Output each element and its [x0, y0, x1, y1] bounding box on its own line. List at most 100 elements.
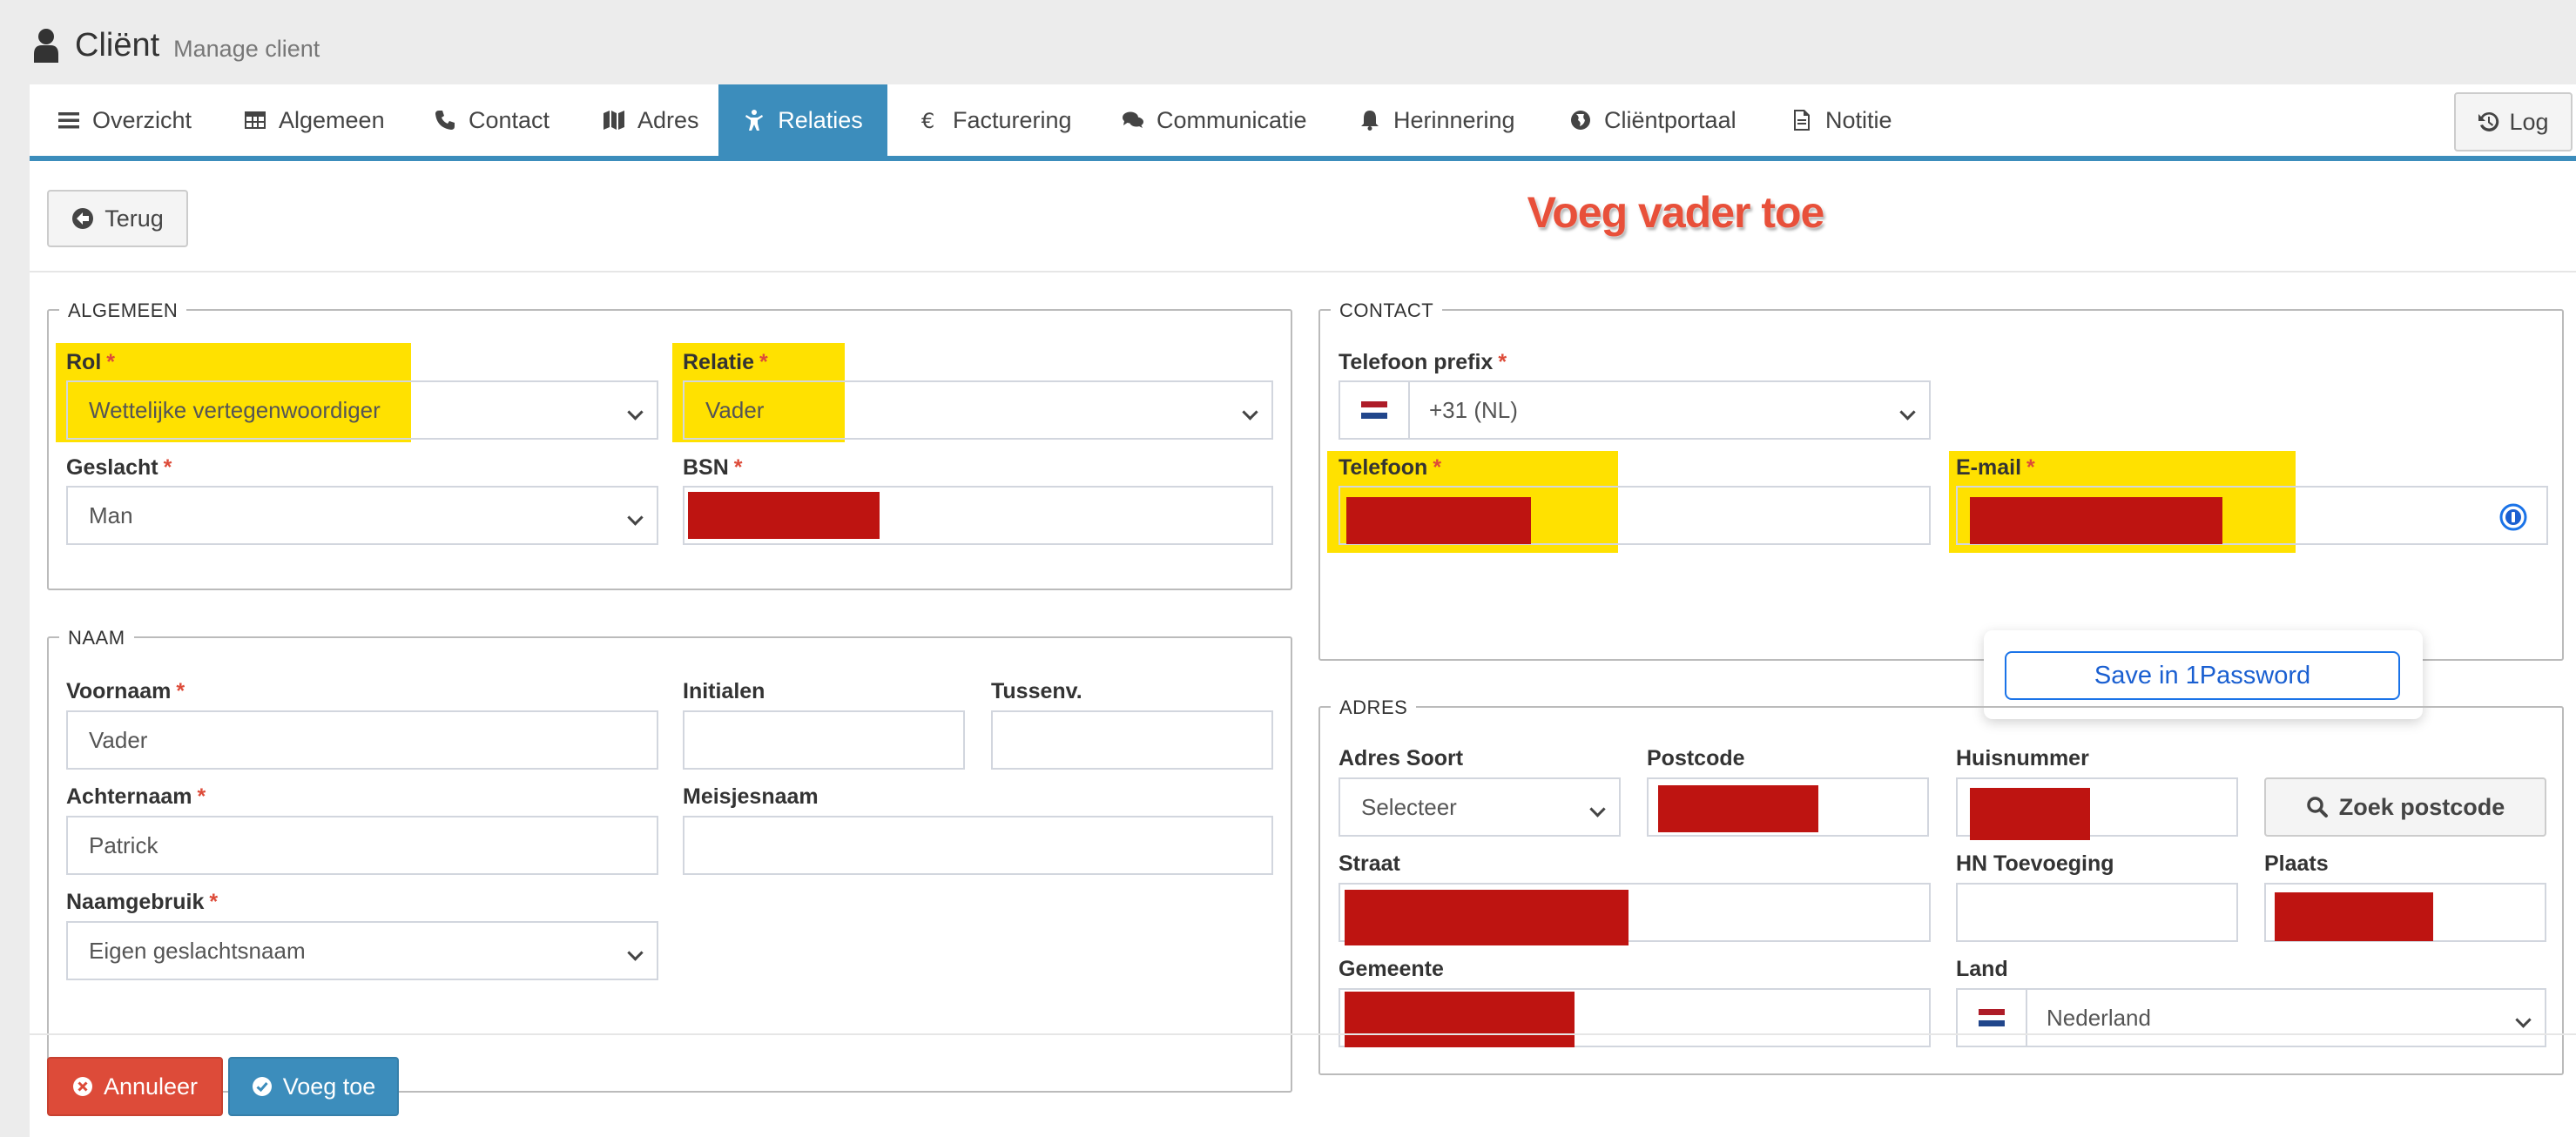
tab-adres[interactable]: Adres [603, 84, 699, 156]
onepassword-icon[interactable] [2499, 503, 2527, 531]
bsn-label: BSN * [683, 455, 743, 480]
tab-algemeen[interactable]: Algemeen [244, 84, 385, 156]
telefoon-input[interactable] [1339, 486, 1931, 545]
contact-fieldset: CONTACT [1318, 299, 2564, 661]
check-circle-icon [252, 1077, 272, 1096]
nl-flag-icon [1979, 1009, 2005, 1026]
initialen-label: Initialen [683, 679, 765, 703]
prefix-select[interactable]: +31 (NL) [1339, 380, 1931, 440]
euro-icon: € [921, 109, 934, 131]
relatie-label: Relatie * [683, 350, 768, 374]
tab-label: Adres [637, 106, 699, 133]
telefoon-label: Telefoon * [1339, 455, 1442, 480]
initialen-input[interactable] [683, 710, 965, 770]
tab-communicatie[interactable]: Communicatie [1122, 84, 1307, 156]
redaction-gemeente [1345, 992, 1575, 1047]
page-header: Cliënt Manage client [33, 19, 320, 71]
tussenv-input[interactable] [991, 710, 1273, 770]
phone-icon [435, 111, 455, 130]
postcode-label: Postcode [1647, 746, 1745, 770]
tab-label: Cliëntportaal [1604, 106, 1736, 133]
geslacht-select[interactable]: Man [66, 486, 658, 545]
meisjesnaam-input[interactable] [683, 816, 1273, 875]
meisjesnaam-label: Meisjesnaam [683, 784, 819, 809]
naamgebruik-select[interactable]: Eigen geslachtsnaam [66, 921, 658, 980]
redaction-plaats [2275, 892, 2433, 941]
algemeen-fieldset: ALGEMEEN [47, 299, 1292, 590]
table-icon [245, 111, 266, 129]
svg-text:€: € [921, 109, 934, 131]
log-button[interactable]: Log [2454, 92, 2573, 151]
tab-label: Algemeen [279, 106, 385, 133]
algemeen-legend: ALGEMEEN [59, 299, 187, 322]
tab-facturering[interactable]: € Facturering [918, 84, 1072, 156]
user-icon [34, 29, 58, 63]
email-input[interactable] [1956, 486, 2548, 545]
naam-legend: NAAM [59, 627, 134, 649]
rol-label: Rol * [66, 350, 116, 374]
email-label: E-mail * [1956, 455, 2035, 480]
adres-legend: ADRES [1331, 696, 1417, 719]
flag-addon [1340, 382, 1410, 438]
back-button[interactable]: Terug [47, 190, 188, 247]
redaction-huisnummer [1970, 788, 2090, 840]
bell-icon [1361, 111, 1379, 131]
globe-icon [1571, 111, 1590, 130]
client-panel: Overzicht Algemeen Contact Adres Relatie… [30, 84, 2576, 1137]
page-subtitle: Manage client [173, 35, 320, 62]
file-icon [1794, 110, 1810, 131]
tab-label: Herinnering [1393, 106, 1515, 133]
tab-notitie[interactable]: Notitie [1790, 84, 1892, 156]
achternaam-input[interactable]: Patrick [66, 816, 658, 875]
annotation-title: Voeg vader toe [1527, 188, 1825, 237]
tab-clientportaal[interactable]: Cliëntportaal [1569, 84, 1736, 156]
onepassword-popup: Save in 1Password [1984, 630, 2423, 719]
tab-herinnering[interactable]: Herinnering [1359, 84, 1515, 156]
nl-flag-icon [1361, 401, 1387, 419]
tab-overzicht[interactable]: Overzicht [57, 84, 192, 156]
footer-divider [30, 1033, 2576, 1035]
tab-label: Overzicht [92, 106, 192, 133]
search-icon [2306, 797, 2328, 817]
voeg-toe-button[interactable]: Voeg toe [228, 1057, 399, 1116]
tab-relaties[interactable]: Relaties [718, 84, 887, 156]
redaction-telefoon [1346, 497, 1531, 544]
bars-icon [58, 112, 79, 129]
arrow-circle-left-icon [72, 208, 94, 229]
huisnummer-label: Huisnummer [1956, 746, 2089, 770]
tab-label: Facturering [953, 106, 1072, 133]
log-label: Log [2509, 108, 2549, 135]
redaction-email [1970, 497, 2222, 544]
back-label: Terug [105, 205, 164, 232]
map-icon [604, 111, 624, 130]
straat-label: Straat [1339, 851, 1400, 876]
child-icon [745, 110, 764, 131]
redaction-straat [1345, 890, 1629, 945]
gemeente-label: Gemeente [1339, 957, 1444, 981]
voeg-toe-label: Voeg toe [282, 1073, 376, 1100]
adres-soort-select[interactable]: Selecteer [1339, 777, 1621, 837]
hn-toevoeging-input[interactable] [1956, 883, 2238, 942]
tab-label: Relaties [778, 106, 863, 133]
tab-label: Contact [469, 106, 550, 133]
relatie-select[interactable]: Vader [683, 380, 1273, 440]
adres-fieldset: ADRES [1318, 696, 2564, 1075]
save-in-1password-button[interactable]: Save in 1Password [2005, 651, 2400, 700]
adres-soort-label: Adres Soort [1339, 746, 1464, 770]
times-circle-icon [72, 1077, 92, 1096]
annuleer-button[interactable]: Annuleer [47, 1057, 223, 1116]
tab-bar: Overzicht Algemeen Contact Adres Relatie… [30, 84, 2576, 161]
contact-legend: CONTACT [1331, 299, 1443, 322]
achternaam-label: Achternaam * [66, 784, 206, 809]
land-select[interactable]: Nederland [1956, 988, 2546, 1047]
zoek-postcode-button[interactable]: Zoek postcode [2264, 777, 2546, 837]
redaction-bsn [688, 492, 880, 539]
zoek-postcode-label: Zoek postcode [2338, 793, 2505, 820]
rol-select[interactable]: Wettelijke vertegenwoordiger [66, 380, 658, 440]
naam-fieldset: NAAM [47, 627, 1292, 1093]
tab-contact[interactable]: Contact [434, 84, 550, 156]
redaction-postcode [1658, 785, 1818, 832]
tussenv-label: Tussenv. [991, 679, 1082, 703]
tab-label: Notitie [1825, 106, 1892, 133]
voornaam-input[interactable]: Vader [66, 710, 658, 770]
